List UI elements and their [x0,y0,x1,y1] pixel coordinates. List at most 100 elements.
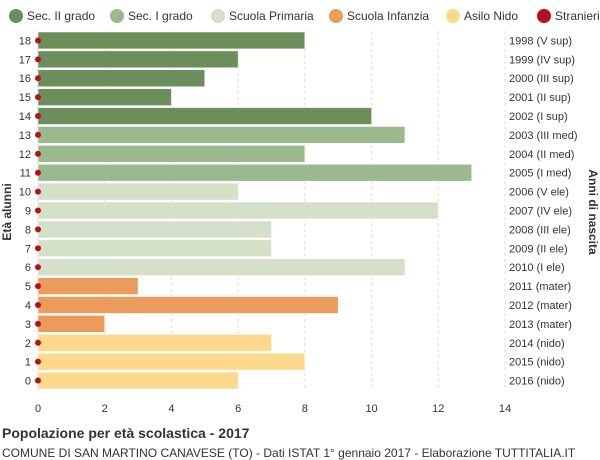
stranieri-marker [35,150,41,157]
birth-year-label: 2016 (nido) [509,376,565,388]
bar [37,201,439,220]
legend-label: Scuola Infanzia [347,9,429,23]
birth-year-label: 2014 (nido) [509,338,565,350]
age-tick-label: 10 [19,187,31,199]
age-tick-label: 0 [25,376,31,388]
x-tick-label: 6 [235,403,241,415]
birth-year-label: 2002 (I sup) [509,111,568,123]
y-axis-right-title: Anni di nascita [586,169,600,255]
legend-item: Scuola Primaria [211,9,314,23]
birth-year-label: 2013 (mater) [509,319,572,331]
birth-year-label: 2003 (III med) [509,130,577,142]
age-tick-label: 15 [19,92,31,104]
stranieri-marker [35,301,41,308]
stranieri-marker [35,226,41,233]
birth-year-label: 1998 (V sup) [509,35,572,47]
bar [37,164,472,182]
age-tick-label: 1 [25,357,31,369]
stranieri-marker [35,245,41,252]
legend-swatch [537,9,551,23]
birth-year-labels: 1998 (V sup) 1999 (IV sup) 2000 (III sup) 2… [509,35,577,387]
legend-label: Sec. II grado [27,9,95,23]
age-tick-label: 2 [25,338,31,350]
x-tick-label: 8 [302,403,308,415]
age-tick-label: 12 [19,149,31,161]
stranieri-marker [35,37,41,44]
age-tick-label: 18 [19,35,31,47]
chart-subtitle: COMUNE DI SAN MARTINO CANAVESE (TO) - Da… [2,446,576,460]
stranieri-marker [35,188,41,195]
bar [37,352,306,371]
bar [37,258,406,276]
bar [37,315,105,333]
bar [37,88,172,106]
stranieri-marker [35,94,41,101]
birth-year-label: 2009 (II ele) [509,243,568,255]
age-tick-label: 17 [19,54,31,66]
birth-year-label: 2004 (II med) [509,149,574,161]
age-tick-label: 11 [20,168,31,180]
legend-item: Scuola Infanzia [329,9,429,23]
birth-year-label: 2012 (mater) [509,300,572,312]
legend-swatch [9,9,23,23]
bar [37,296,339,314]
legend-label: Sec. I grado [128,9,193,23]
bars [35,31,472,390]
legend-item: Sec. I grado [110,9,193,23]
legend: Sec. II grado Sec. I grado Scuola Primaria… [9,9,600,23]
chart-title: Popolazione per età scolastica - 2017 [2,425,250,441]
stranieri-marker [35,283,41,290]
x-tick-labels: 0 2 4 6 8 10 12 14 [35,403,511,415]
bar [37,69,206,87]
stranieri-marker [35,56,41,63]
age-tick-label: 3 [25,319,31,331]
stranieri-marker [35,320,41,327]
age-bar-chart: Sec. II grado Sec. I grado Scuola Primaria… [0,9,600,415]
age-tick-label: 9 [25,206,31,218]
birth-year-label: 2015 (nido) [509,357,565,369]
birth-year-label: 2005 (I med) [509,168,571,180]
bar [37,239,272,257]
bar [37,371,239,390]
bar [37,220,272,239]
stranieri-marker [35,113,41,120]
bar [37,277,139,295]
x-tick-label: 0 [35,403,41,415]
legend-label: Stranieri [555,9,600,23]
stranieri-marker [35,207,41,214]
age-tick-label: 6 [25,262,31,274]
age-tick-label: 4 [25,300,31,312]
birth-year-label: 2011 (mater) [509,281,571,293]
stranieri-marker [35,264,41,271]
birth-year-label: 2006 (V ele) [509,187,569,199]
legend-label: Asilo Nido [464,9,518,23]
bar [37,145,306,163]
birth-year-label: 1999 (IV sup) [509,54,575,66]
birth-year-label: 2010 (I ele) [509,262,565,274]
birth-year-label: 2008 (III ele) [509,224,571,236]
legend-swatch [329,9,343,23]
y-axis-title: Età alunni [0,183,14,240]
bar [37,50,239,69]
stranieri-marker [35,131,41,138]
age-tick-label: 7 [25,243,31,255]
age-tick-label: 8 [25,224,31,236]
legend-item: Stranieri [537,9,600,23]
birth-year-label: 2000 (III sup) [509,73,574,85]
x-tick-label: 2 [102,403,108,415]
bar [37,107,372,125]
stranieri-marker [35,75,41,82]
age-tick-label: 14 [19,111,31,123]
bar [37,126,406,144]
legend-label: Scuola Primaria [229,9,314,23]
stranieri-marker [35,339,41,346]
x-tick-label: 4 [168,403,174,415]
legend-swatch [110,9,124,23]
age-tick-label: 13 [19,130,31,142]
bar [37,182,239,201]
stranieri-marker [35,358,41,365]
x-tick-label: 12 [432,403,444,415]
legend-item: Asilo Nido [446,9,518,23]
stranieri-marker [35,169,41,176]
